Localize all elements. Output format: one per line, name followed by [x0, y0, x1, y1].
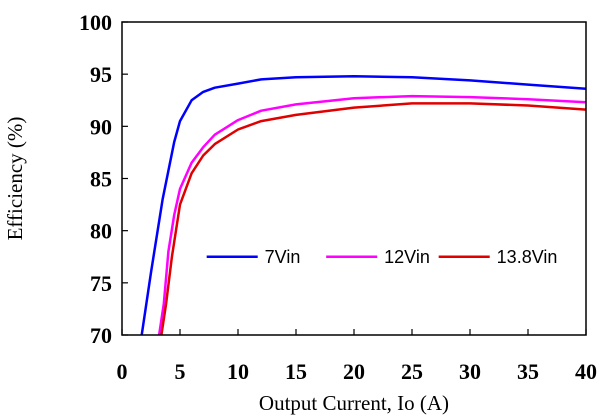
x-tick-label-3: 15	[285, 359, 307, 384]
x-tick-label-0: 0	[117, 359, 128, 384]
y-tick-label-2: 80	[90, 219, 112, 244]
legend: 7Vin 12Vin 13.8Vin	[206, 247, 558, 267]
x-tick-label-5: 25	[401, 359, 423, 384]
x-tick-label-2: 10	[227, 359, 249, 384]
x-tick-label-1: 5	[175, 359, 186, 384]
y-tick-label-3: 85	[90, 167, 112, 192]
x-tick-label-4: 20	[343, 359, 365, 384]
y-tick-label-0: 70	[90, 323, 112, 348]
x-tick-label-7: 35	[517, 359, 539, 384]
y-tick-label-5: 95	[90, 62, 112, 87]
series-line-1	[157, 94, 586, 335]
plot-area-frame	[121, 21, 587, 336]
series-line-0	[140, 75, 586, 335]
legend-box	[197, 242, 581, 271]
series-line-2	[160, 102, 586, 335]
x-axis-title: Output Current, Io (A)	[259, 391, 449, 415]
legend-label-0: 7Vin	[265, 247, 301, 267]
y-axis-title: Efficiency (%)	[3, 117, 27, 241]
y-tick-label-1: 75	[90, 271, 112, 296]
legend-label-1: 12Vin	[384, 247, 430, 267]
x-tick-label-6: 30	[459, 359, 481, 384]
y-tick-label-6: 100	[79, 10, 112, 35]
x-tick-label-8: 40	[575, 359, 597, 384]
legend-label-2: 13.8Vin	[497, 247, 558, 267]
y-tick-label-4: 90	[90, 114, 112, 139]
